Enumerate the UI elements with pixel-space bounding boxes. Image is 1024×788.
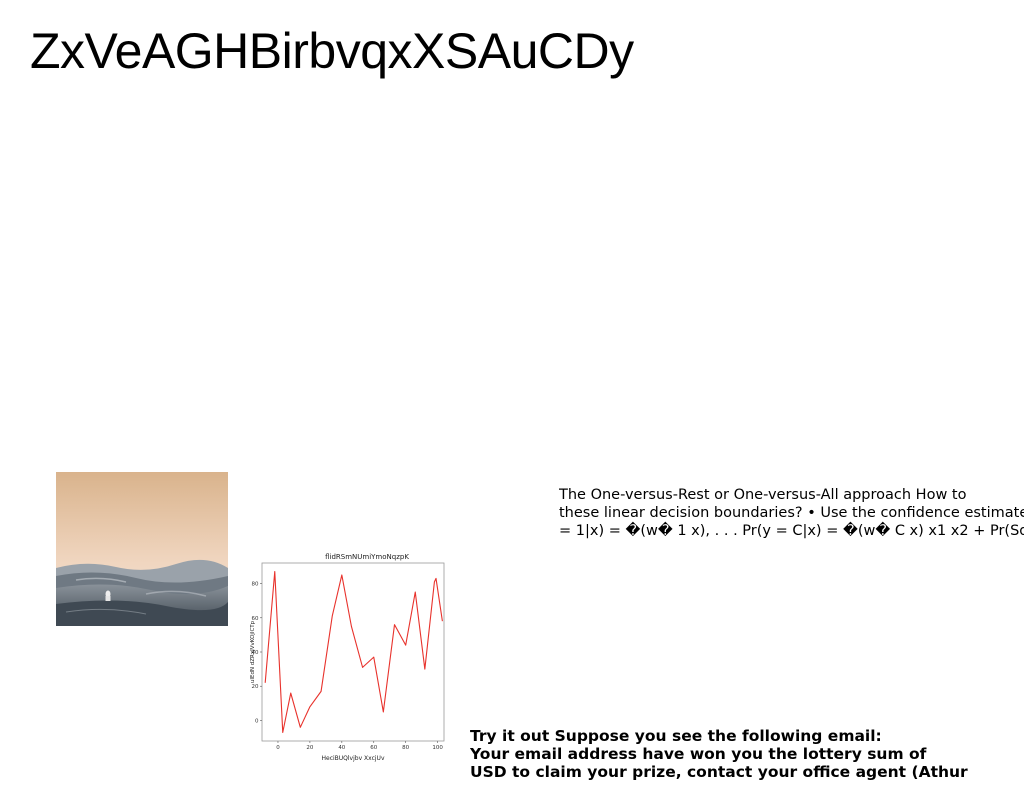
chart-y-tick-label: 40: [252, 650, 259, 656]
ml-text-line: = 1|x) = �(w� 1 x), . . . Pr(y = C|x) = …: [559, 523, 1024, 539]
chart-x-tick-label: 100: [432, 745, 443, 751]
chart-x-axis-label: HeciBUQlvjbv XxcjUv: [321, 755, 384, 762]
chart-x-tick-label: 20: [306, 745, 313, 751]
chart-x-tick-label: 40: [338, 745, 345, 751]
chart-y-tick-label: 80: [252, 582, 259, 588]
email-text-line: Your email address have won you the lott…: [470, 745, 927, 763]
page-title: ZxVeAGHBirbvqxXSAuCDy: [30, 23, 634, 79]
email-text-line: Try it out Suppose you see the following…: [470, 727, 882, 745]
landscape-image: [56, 472, 228, 626]
chart-x-tick-label: 80: [402, 745, 409, 751]
chart-series-line: [264, 571, 443, 733]
chart-y-tick-label: 60: [252, 616, 259, 622]
chart-y-axis-label: uIEdN dZRxJVvKOjlCTp: [250, 620, 256, 683]
chart-title: flidRSmNUmiYmoNqzpK: [325, 553, 409, 561]
ml-text-line: these linear decision boundaries? • Use …: [559, 505, 1024, 521]
ml-text-block: The One-versus-Rest or One-versus-All ap…: [559, 486, 1024, 540]
line-chart: flidRSmNUmiYmoNqzpK 0 20 40 60 80 0 20 40 60 80 1…: [250, 553, 445, 762]
chart-y-tick-label: 0: [255, 718, 259, 724]
chart-x-tick-label: 60: [370, 745, 377, 751]
chart-plot-frame: [261, 562, 445, 742]
ml-text-line: The One-versus-Rest or One-versus-All ap…: [559, 487, 967, 503]
email-text-line: USD to claim your prize, contact your of…: [470, 763, 968, 781]
email-text-block: Try it out Suppose you see the following…: [470, 727, 1024, 781]
chart-y-tick-label: 20: [252, 684, 259, 690]
chart-x-tick-label: 0: [276, 745, 280, 751]
